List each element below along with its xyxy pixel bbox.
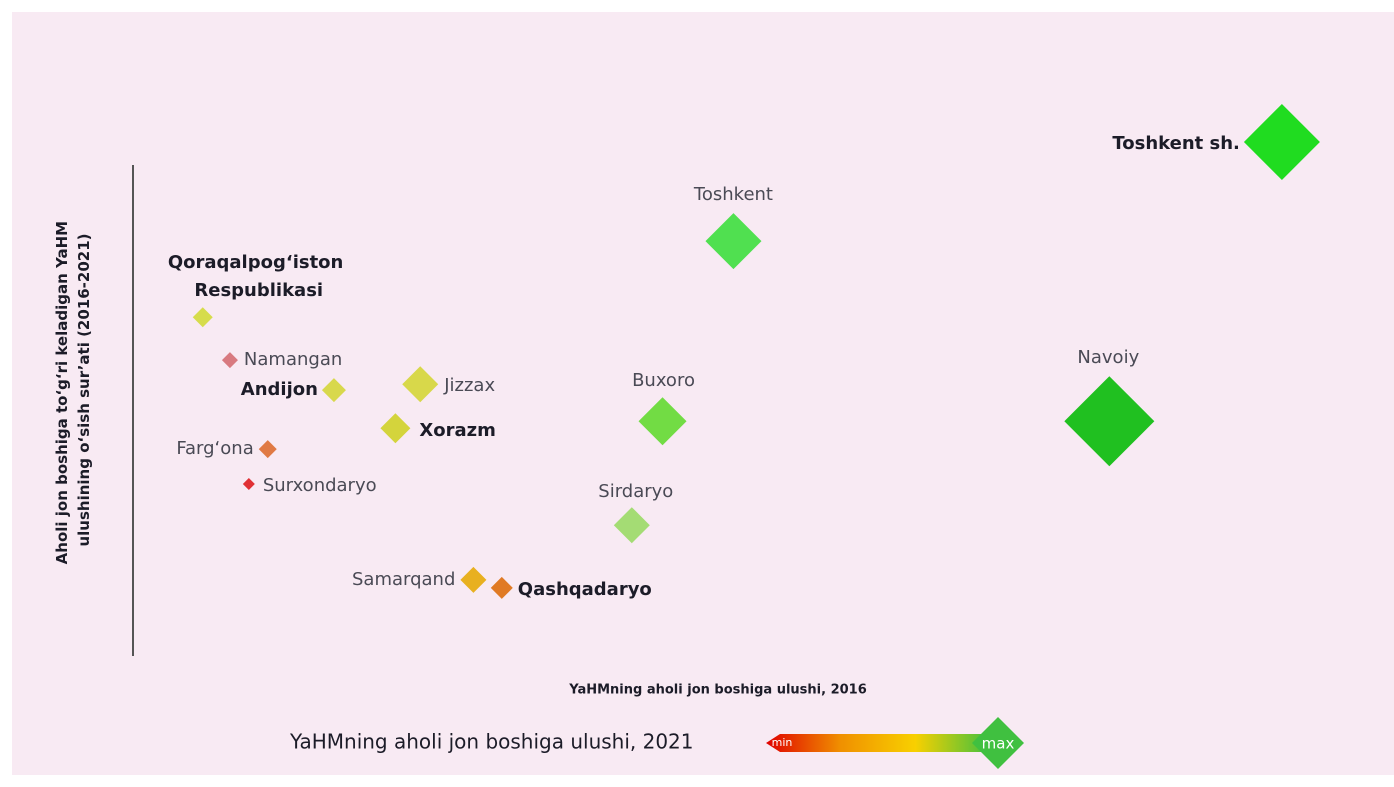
point [1243,103,1320,180]
point [705,213,762,270]
point [242,477,255,490]
point-label: Sirdaryo [598,481,673,502]
point-label: Toshkent [693,184,773,205]
y-label: Aholi jon boshiga to‘g‘ri keladigan YaHM… [53,216,93,565]
legend-max: max [982,735,1015,753]
point [460,566,487,593]
point-label: Navoiy [1077,347,1139,368]
label-line: Qoraqalpog‘iston [168,252,350,273]
point [1064,376,1155,467]
point [221,352,238,369]
y-label-line: Aholi jon boshiga to‘g‘ri keladigan YaHM [53,221,71,564]
point [613,507,650,544]
point-label: Andijon [241,379,318,400]
point [192,307,213,328]
point [402,366,439,403]
point [321,378,346,403]
point-label: Jizzax [443,375,495,396]
panel [12,12,1394,775]
legend-max-marker [972,717,1024,769]
legend-scale [766,734,990,752]
point-label: Toshkent sh. [1112,133,1240,154]
label-line: Respublikasi [194,280,323,301]
point-label: Samarqand [352,569,455,590]
point-label: Surxondaryo [263,475,377,496]
point [638,397,687,446]
point-label: Qoraqalpog‘iston Respublikasi [168,252,350,301]
point-label: Farg‘ona [176,438,253,459]
legend-min: min [772,736,793,749]
legend-title: YaHMning aholi jon boshiga ulushi, 2021 [289,730,694,754]
point [490,576,513,599]
point-label: Xorazm [419,420,496,441]
point-label: Buxoro [632,370,695,391]
point-label: Namangan [244,349,342,370]
point-label: Qashqadaryo [518,579,652,600]
x-label: YaHMning aholi jon boshiga ulushi, 2016 [568,683,867,698]
y-label-line: ulushining o‘sish sur’ati (2016-2021) [75,233,93,546]
point [258,440,277,459]
point [380,413,411,444]
